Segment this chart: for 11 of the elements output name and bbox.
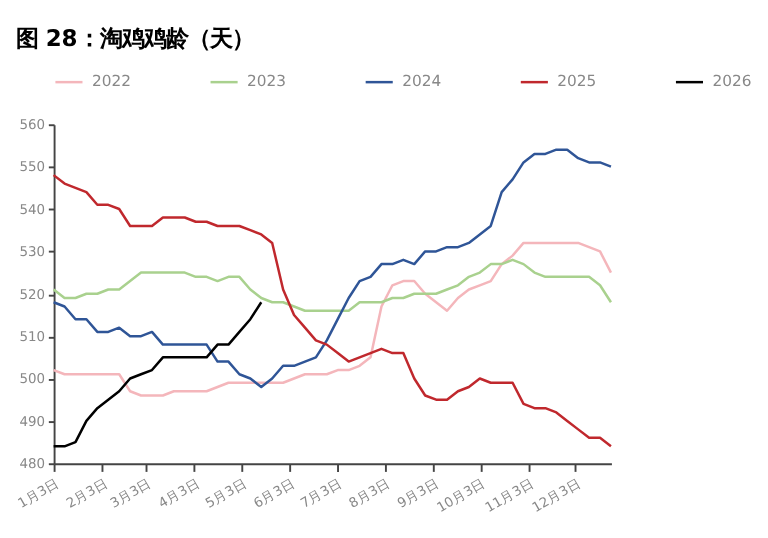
line-series [52, 258, 613, 312]
chart-title: 图 28：淘鸡鸡龄（天） [15, 23, 254, 52]
legend-label: 2025 [557, 71, 597, 90]
legend-label: 2024 [402, 71, 442, 90]
line-series [52, 173, 613, 448]
legend-label: 2026 [712, 71, 752, 90]
line-series [52, 148, 613, 389]
legend-label: 2022 [91, 71, 132, 90]
line-series [52, 301, 263, 448]
legend-label: 2023 [247, 71, 287, 90]
line-series [52, 241, 613, 397]
